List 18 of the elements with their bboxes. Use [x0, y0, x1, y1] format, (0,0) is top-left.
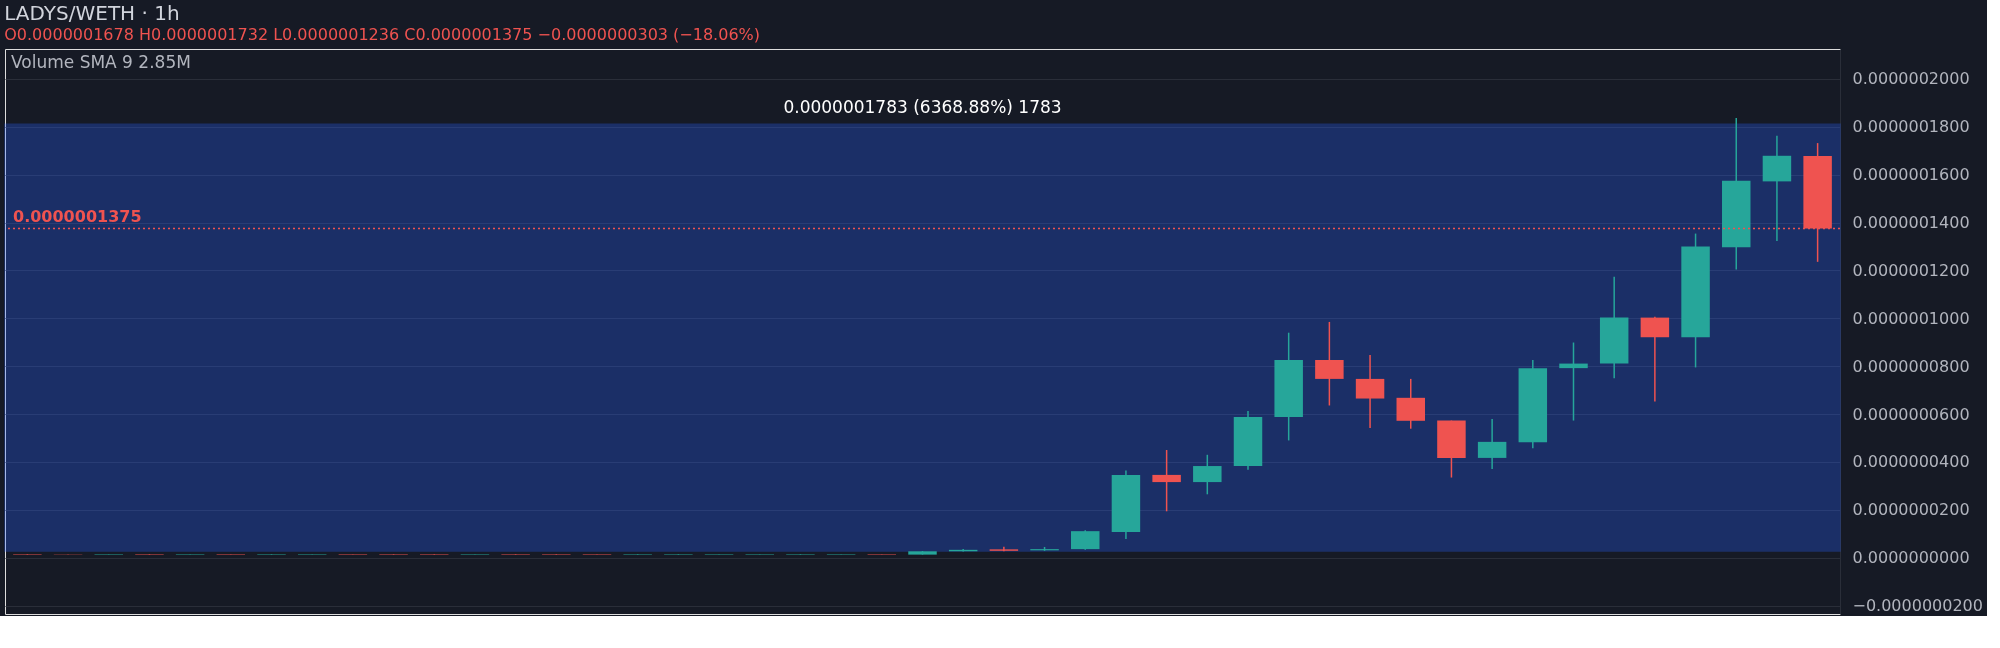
y-tick-label: −0.0000000200: [1852, 596, 1983, 616]
y-tick-label: 0.0000001600: [1852, 165, 1970, 185]
chart-subtitle: O0.0000001678 H0.0000001732 L0.0000001236 C0.0000001375 −0.0000000303 (−18.06%): [4, 25, 761, 44]
y-tick-label: 0.0000002000: [1852, 69, 1970, 89]
ref-line-label: 0.0000001375: [13, 206, 142, 226]
chart-title: LADYS/WETH · 1h: [4, 1, 180, 25]
y-tick-label: 0.0000001400: [1852, 213, 1970, 233]
band-label: 0.0000001783 (6368.88%) 1783: [783, 97, 1062, 118]
annotation: Volume SMA 9 2.85M: [11, 52, 191, 72]
y-tick-label: 0.0000000000: [1852, 548, 1970, 568]
y-tick-label: 0.0000000800: [1852, 356, 1970, 376]
y-tick-label: 0.0000000200: [1852, 500, 1970, 520]
y-tick-label: 0.0000000600: [1852, 404, 1970, 424]
y-tick-label: 0.0000001000: [1852, 308, 1970, 328]
candlestick: [1152, 449, 1181, 513]
y-tick-label: 0.0000001200: [1852, 260, 1970, 280]
y-tick-label: 0.0000001800: [1852, 117, 1970, 137]
y-tick-label: 0.0000000400: [1852, 452, 1970, 472]
